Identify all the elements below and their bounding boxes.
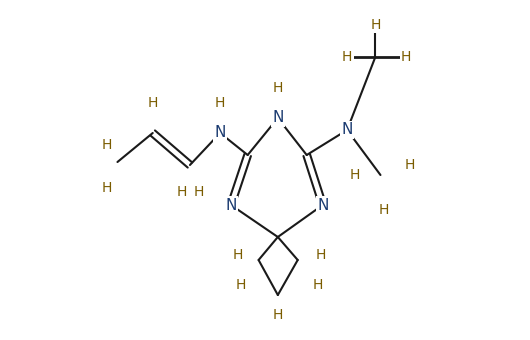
Text: H: H xyxy=(401,50,411,64)
Text: N: N xyxy=(341,122,353,137)
Text: H: H xyxy=(232,248,243,262)
Text: N: N xyxy=(225,198,237,212)
Text: H: H xyxy=(272,81,283,95)
Text: H: H xyxy=(342,50,352,64)
Text: H: H xyxy=(313,278,323,292)
Text: H: H xyxy=(350,168,360,182)
Text: H: H xyxy=(215,96,225,110)
Text: H: H xyxy=(101,181,112,195)
Text: H: H xyxy=(316,248,326,262)
Text: H: H xyxy=(101,138,112,152)
Text: H: H xyxy=(272,308,283,322)
Text: H: H xyxy=(370,18,381,32)
Text: N: N xyxy=(317,198,329,212)
Text: H: H xyxy=(404,158,414,172)
Text: H: H xyxy=(176,185,187,199)
Text: H: H xyxy=(378,203,389,217)
Text: H: H xyxy=(194,185,204,199)
Text: H: H xyxy=(147,96,158,110)
Text: H: H xyxy=(236,278,246,292)
Text: N: N xyxy=(272,110,284,125)
Text: N: N xyxy=(215,125,226,140)
